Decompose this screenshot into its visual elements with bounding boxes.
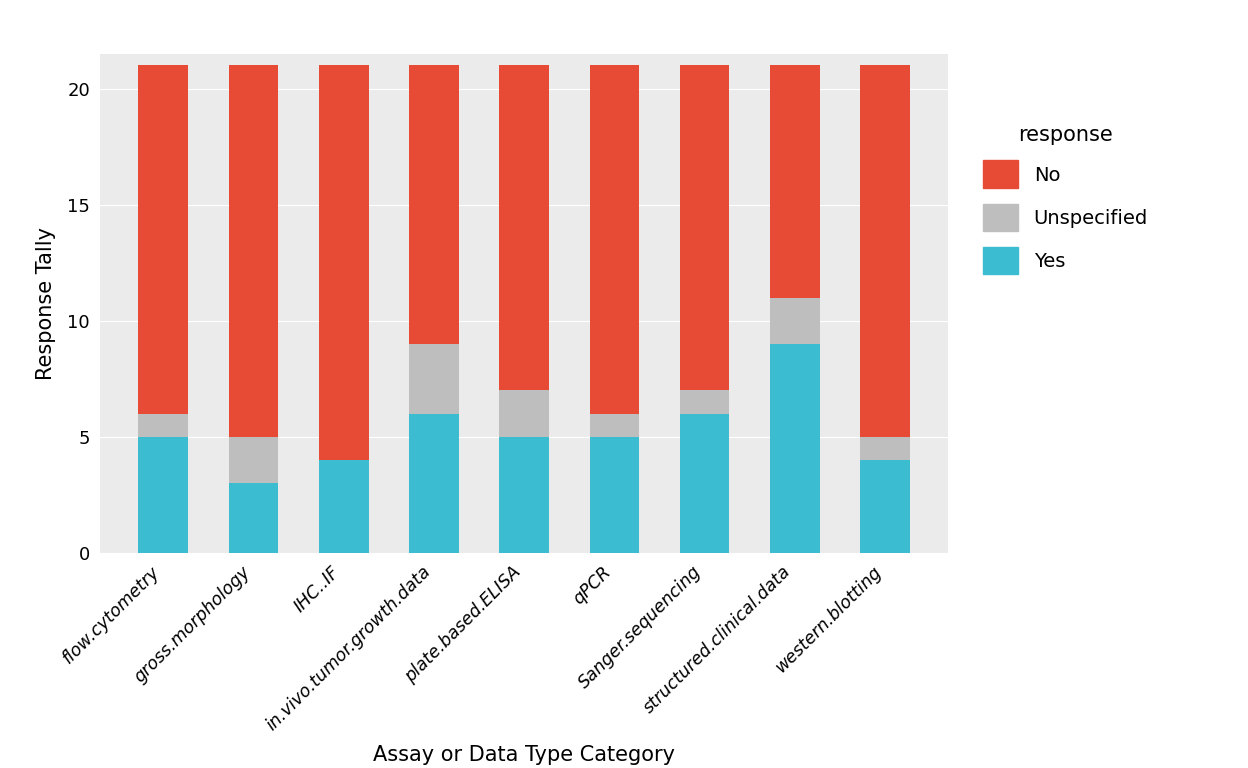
Bar <box>139 437 188 553</box>
Bar <box>228 437 278 483</box>
Bar <box>680 414 729 553</box>
Bar <box>319 65 368 460</box>
Bar <box>589 437 639 553</box>
Bar <box>139 414 188 437</box>
Bar <box>680 65 729 390</box>
Bar <box>589 65 639 414</box>
Y-axis label: Response Tally: Response Tally <box>36 227 56 380</box>
Bar <box>860 460 910 553</box>
Bar <box>319 460 368 553</box>
Bar <box>860 437 910 460</box>
Bar <box>589 414 639 437</box>
Bar <box>770 65 820 297</box>
Legend: No, Unspecified, Yes: No, Unspecified, Yes <box>983 125 1148 274</box>
Bar <box>680 390 729 414</box>
Bar <box>228 65 278 437</box>
X-axis label: Assay or Data Type Category: Assay or Data Type Category <box>373 746 675 766</box>
Bar <box>770 297 820 344</box>
Bar <box>770 344 820 553</box>
Bar <box>409 344 459 414</box>
Bar <box>499 65 549 390</box>
Bar <box>228 483 278 553</box>
Bar <box>409 65 459 344</box>
Bar <box>860 65 910 437</box>
Bar <box>139 65 188 414</box>
Bar <box>499 437 549 553</box>
Bar <box>409 414 459 553</box>
Bar <box>499 390 549 437</box>
